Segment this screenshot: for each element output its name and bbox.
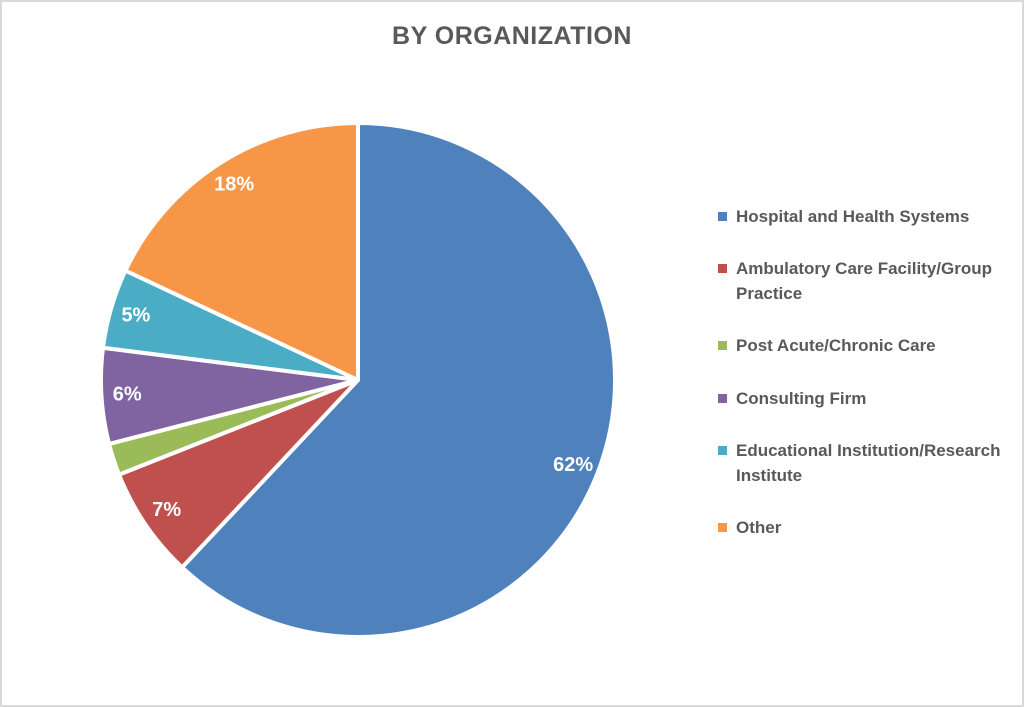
legend-marker-icon bbox=[718, 264, 727, 274]
legend-item-label: Hospital and Health Systems bbox=[736, 207, 970, 226]
legend-marker-icon bbox=[718, 393, 727, 403]
legend-item-label: Practice bbox=[736, 284, 803, 304]
legend-marker-icon bbox=[718, 445, 727, 455]
legend-marker-icon bbox=[718, 522, 727, 532]
legend-item-post-acute-chronic-care: Post Acute/Chronic Care bbox=[718, 333, 1018, 358]
slice-percent-label: 18% bbox=[214, 174, 254, 196]
legend-item-label: Ambulatory Care Facility/Group bbox=[736, 259, 992, 279]
pie-slice-0 bbox=[180, 121, 617, 639]
slice-percent-label: 5% bbox=[121, 305, 150, 327]
legend-item-label: Institute bbox=[736, 465, 803, 485]
legend-item-other: Other bbox=[718, 515, 1018, 540]
legend-marker-icon bbox=[718, 341, 727, 351]
pie-slice-1 bbox=[117, 378, 360, 570]
legend-item-ambulatory-care: Ambulatory Care Facility/Group Practice bbox=[718, 256, 1018, 306]
legend-item-label: Other bbox=[736, 517, 782, 537]
legend-marker-icon bbox=[718, 212, 727, 221]
slice-percent-label: 62% bbox=[553, 454, 593, 476]
legend-item-label: Educational Institution/Research bbox=[736, 440, 1001, 460]
slice-percent-label: 6% bbox=[113, 384, 142, 406]
legend-item-consulting-firm: Consulting Firm bbox=[718, 386, 1018, 411]
pie-chart: 62% 7% 6% 5% 18% bbox=[99, 121, 617, 639]
slice-percent-label: 7% bbox=[152, 499, 181, 521]
chart-title: BY ORGANIZATION bbox=[392, 22, 632, 50]
legend: Hospital and Health Systems Ambulatory C… bbox=[718, 204, 1018, 540]
legend-item-label: Post Acute/Chronic Care bbox=[736, 336, 936, 356]
legend-item-educational-institution: Educational Institution/Research Institu… bbox=[718, 438, 1018, 488]
pie-slice-5 bbox=[123, 121, 360, 382]
legend-item-hospital-and-health-systems: Hospital and Health Systems bbox=[718, 204, 1018, 229]
legend-item-label: Consulting Firm bbox=[736, 388, 867, 408]
